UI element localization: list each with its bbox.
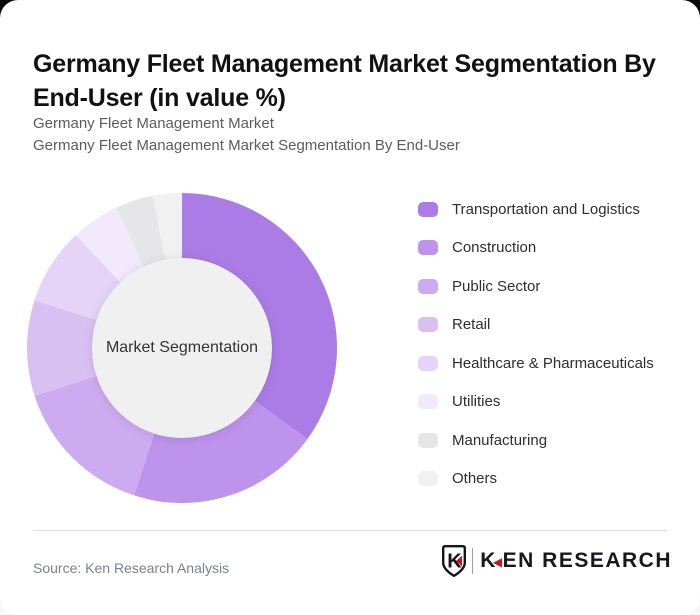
- legend-swatch: [418, 471, 438, 487]
- legend-swatch: [418, 240, 438, 256]
- donut-center-circle: [92, 258, 272, 438]
- legend-label: Retail: [452, 316, 491, 334]
- page-title-line-2: End-User (in value %): [33, 83, 286, 112]
- subtitle-line-2: Germany Fleet Management Market Segmenta…: [33, 137, 460, 154]
- legend-item-construction[interactable]: Construction: [418, 229, 678, 268]
- legend-item-utilities[interactable]: Utilities: [418, 383, 678, 422]
- source-note: Source: Ken Research Analysis: [33, 560, 230, 576]
- ken-research-logo: K K ◀ EN RESEARCH: [441, 544, 672, 578]
- legend-swatch: [418, 317, 438, 333]
- legend: Transportation and Logistics Constructio…: [418, 190, 678, 498]
- legend-item-manufacturing[interactable]: Manufacturing: [418, 421, 678, 460]
- legend-swatch: [418, 278, 438, 294]
- legend-item-others[interactable]: Others: [418, 460, 678, 499]
- legend-swatch: [418, 432, 438, 448]
- subtitle-line-1: Germany Fleet Management Market: [33, 115, 274, 132]
- legend-swatch: [418, 355, 438, 371]
- wordmark-red-triangle-icon: ◀: [492, 555, 504, 569]
- legend-label: Manufacturing: [452, 431, 548, 449]
- ken-research-wordmark: K ◀ EN RESEARCH: [480, 549, 672, 573]
- legend-item-healthcare-pharmaceuticals[interactable]: Healthcare & Pharmaceuticals: [418, 344, 678, 383]
- legend-label: Others: [452, 470, 498, 488]
- legend-label: Construction: [452, 239, 537, 257]
- wordmark-rest: EN RESEARCH: [502, 549, 672, 572]
- ken-research-shield-icon: K: [441, 545, 466, 577]
- legend-label: Healthcare & Pharmaceuticals: [452, 354, 654, 372]
- page-title: Germany Fleet Management Market Segmenta…: [33, 47, 683, 115]
- legend-swatch: [418, 394, 438, 410]
- legend-label: Utilities: [452, 393, 501, 411]
- svg-text:K: K: [447, 550, 462, 572]
- footer-divider: [33, 530, 667, 531]
- wordmark-k: K: [480, 549, 497, 572]
- legend-item-public-sector[interactable]: Public Sector: [418, 267, 678, 306]
- page-title-line-1: Germany Fleet Management Market Segmenta…: [33, 49, 656, 78]
- legend-item-transportation-and-logistics[interactable]: Transportation and Logistics: [418, 190, 678, 229]
- legend-swatch: [418, 201, 438, 217]
- legend-label: Public Sector: [452, 277, 541, 295]
- legend-item-retail[interactable]: Retail: [418, 306, 678, 345]
- donut-svg: [27, 193, 338, 503]
- logo-divider: [471, 548, 474, 574]
- legend-label: Transportation and Logistics: [452, 200, 640, 218]
- donut-chart: Market Segmentation: [22, 188, 342, 508]
- chart-subtitle: Germany Fleet Management Market Germany …: [33, 113, 683, 157]
